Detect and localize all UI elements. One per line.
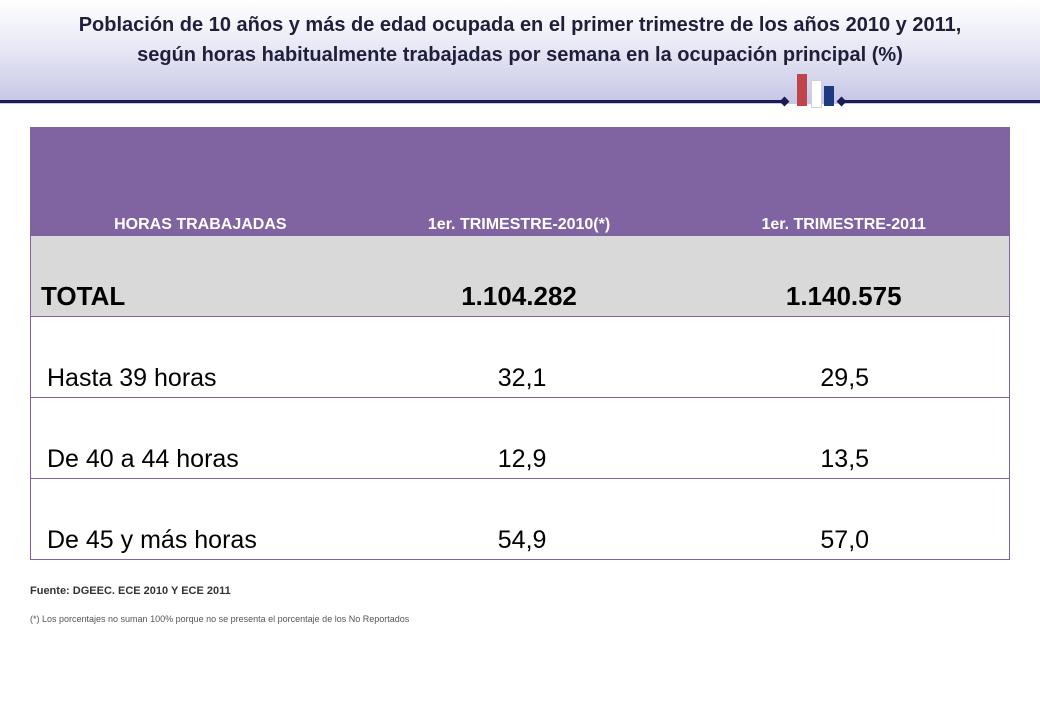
column-header-hours: HORAS TRABAJADAS — [114, 216, 287, 233]
total-2010: 1.104.282 — [461, 281, 577, 311]
table-row: De 45 y más horas 54,9 57,0 — [31, 479, 1009, 560]
logo-bar-white — [811, 80, 822, 108]
table-row: Hasta 39 horas 32,1 29,5 — [31, 317, 1009, 398]
column-header-2010: 1er. TRIMESTRE-2010(*) — [427, 216, 611, 233]
table-row: De 40 a 44 horas 12,9 13,5 — [31, 398, 1009, 479]
header-rule-right — [842, 100, 1040, 103]
row-label: Hasta 39 horas — [47, 364, 217, 392]
row-value-2010: 54,9 — [497, 526, 547, 554]
total-label: TOTAL — [41, 281, 126, 311]
row-value-2010: 12,9 — [497, 445, 547, 473]
row-label: De 45 y más horas — [47, 526, 257, 554]
hours-table: HORAS TRABAJADAS 1er. TRIMESTRE-2010(*) … — [30, 127, 1010, 560]
table-total-row: TOTAL 1.104.282 1.140.575 — [31, 236, 1009, 317]
source-text: Fuente: DGEEC. ECE 2010 Y ECE 2011 — [30, 585, 231, 597]
header-rule-left — [0, 100, 785, 103]
logo-bar-red — [797, 74, 807, 106]
title-line-1: Población de 10 años y más de edad ocupa… — [78, 14, 962, 36]
logo-bar-blue — [824, 86, 834, 106]
row-value-2011: 13,5 — [820, 445, 870, 473]
total-2011: 1.140.575 — [785, 281, 902, 311]
column-header-2011: 1er. TRIMESTRE-2011 — [761, 216, 926, 233]
row-label: De 40 a 44 horas — [47, 445, 239, 473]
rule-diamond-right — [836, 96, 847, 107]
page-title: Población de 10 años y más de edad ocupa… — [20, 10, 1020, 70]
row-value-2011: 57,0 — [820, 526, 870, 554]
row-value-2010: 32,1 — [497, 364, 547, 392]
row-value-2011: 29,5 — [820, 364, 870, 392]
table-header-row: HORAS TRABAJADAS 1er. TRIMESTRE-2010(*) … — [31, 127, 1009, 236]
footnote-text: (*) Los porcentajes no suman 100% porque… — [30, 614, 410, 624]
title-banner: Población de 10 años y más de edad ocupa… — [0, 0, 1040, 108]
rule-diamond-left — [779, 96, 790, 107]
title-line-2: según horas habitualmente trabajadas por… — [137, 44, 903, 66]
